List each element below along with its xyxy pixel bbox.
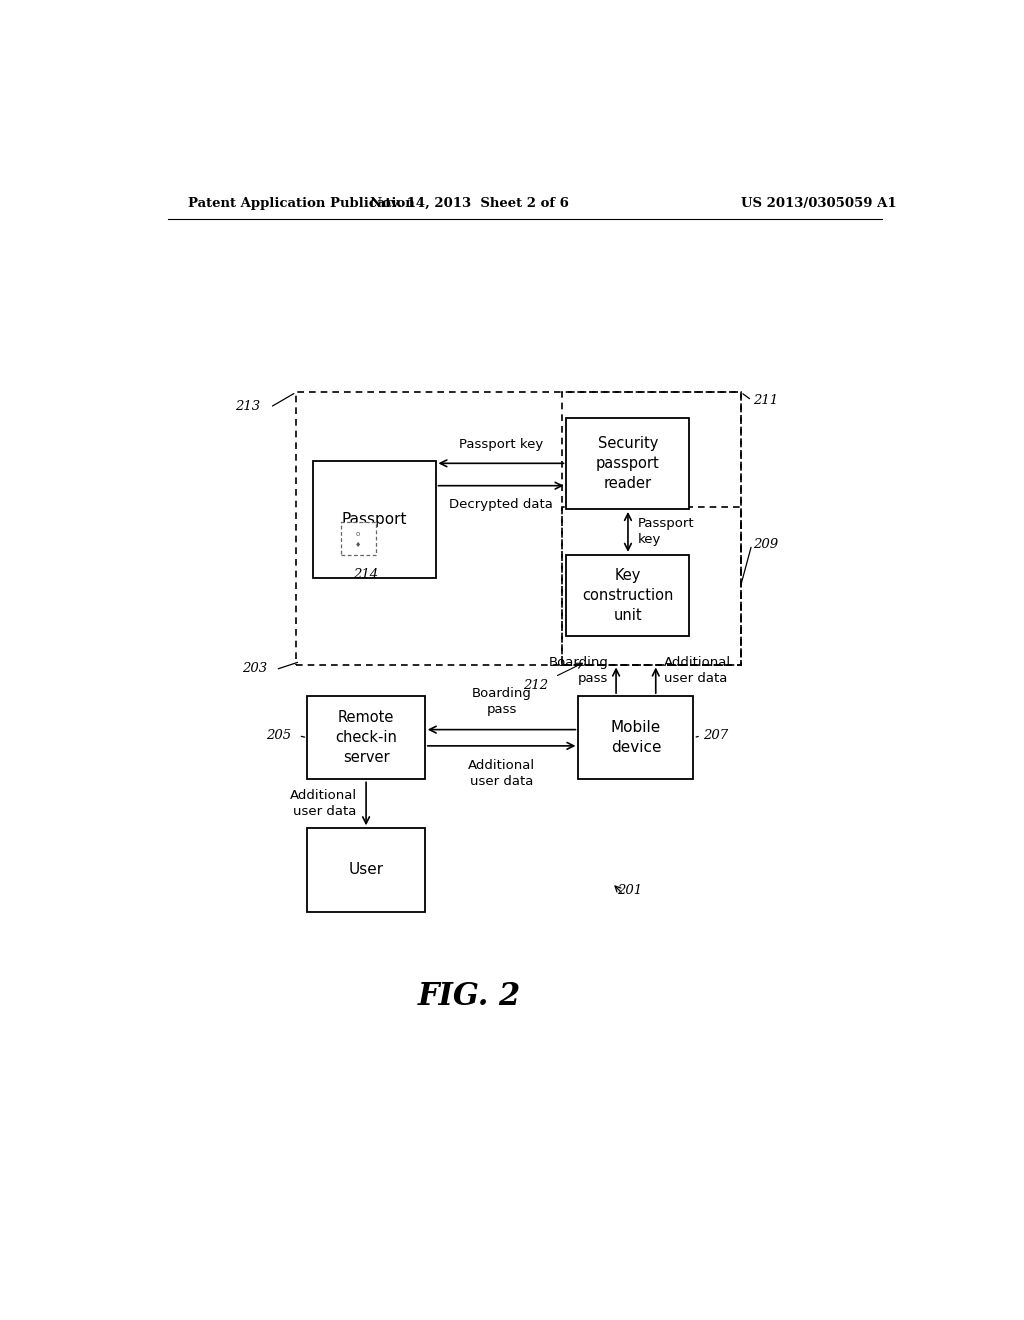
Bar: [307, 696, 425, 779]
Bar: [312, 461, 435, 578]
Text: 211: 211: [754, 393, 778, 407]
Bar: [296, 392, 740, 664]
Text: Patent Application Publication: Patent Application Publication: [187, 197, 415, 210]
Text: Passport: Passport: [341, 512, 407, 527]
Text: Decrypted data: Decrypted data: [450, 498, 553, 511]
Bar: [562, 507, 740, 664]
Text: 212: 212: [523, 678, 549, 692]
Text: 213: 213: [236, 400, 260, 413]
Text: o: o: [356, 532, 360, 537]
Text: FIG. 2: FIG. 2: [418, 982, 521, 1012]
Text: Security
passport
reader: Security passport reader: [596, 436, 659, 491]
Bar: [307, 828, 425, 912]
Bar: [566, 554, 689, 636]
Bar: [562, 392, 740, 664]
Text: 205: 205: [265, 729, 291, 742]
Text: 207: 207: [702, 729, 728, 742]
Text: Nov. 14, 2013  Sheet 2 of 6: Nov. 14, 2013 Sheet 2 of 6: [370, 197, 568, 210]
Text: ♦: ♦: [355, 541, 361, 548]
Bar: [579, 696, 693, 779]
Bar: [341, 523, 376, 554]
Text: Additional
user data: Additional user data: [664, 656, 731, 685]
Text: Passport key: Passport key: [459, 438, 543, 451]
Text: Boarding
pass: Boarding pass: [472, 688, 531, 717]
Text: Key
construction
unit: Key construction unit: [583, 568, 674, 623]
Text: 209: 209: [754, 539, 778, 552]
Text: Remote
check-in
server: Remote check-in server: [335, 710, 397, 766]
Text: Passport
key: Passport key: [638, 517, 694, 546]
Text: Additional
user data: Additional user data: [468, 759, 536, 788]
Text: 201: 201: [616, 883, 642, 896]
Text: User: User: [348, 862, 384, 878]
Text: 203: 203: [242, 663, 267, 675]
Text: Additional
user data: Additional user data: [290, 789, 356, 818]
Bar: [566, 417, 689, 510]
Text: Boarding
pass: Boarding pass: [548, 656, 608, 685]
Text: Mobile
device: Mobile device: [610, 721, 662, 755]
Text: US 2013/0305059 A1: US 2013/0305059 A1: [740, 197, 896, 210]
Text: 214: 214: [353, 568, 379, 581]
